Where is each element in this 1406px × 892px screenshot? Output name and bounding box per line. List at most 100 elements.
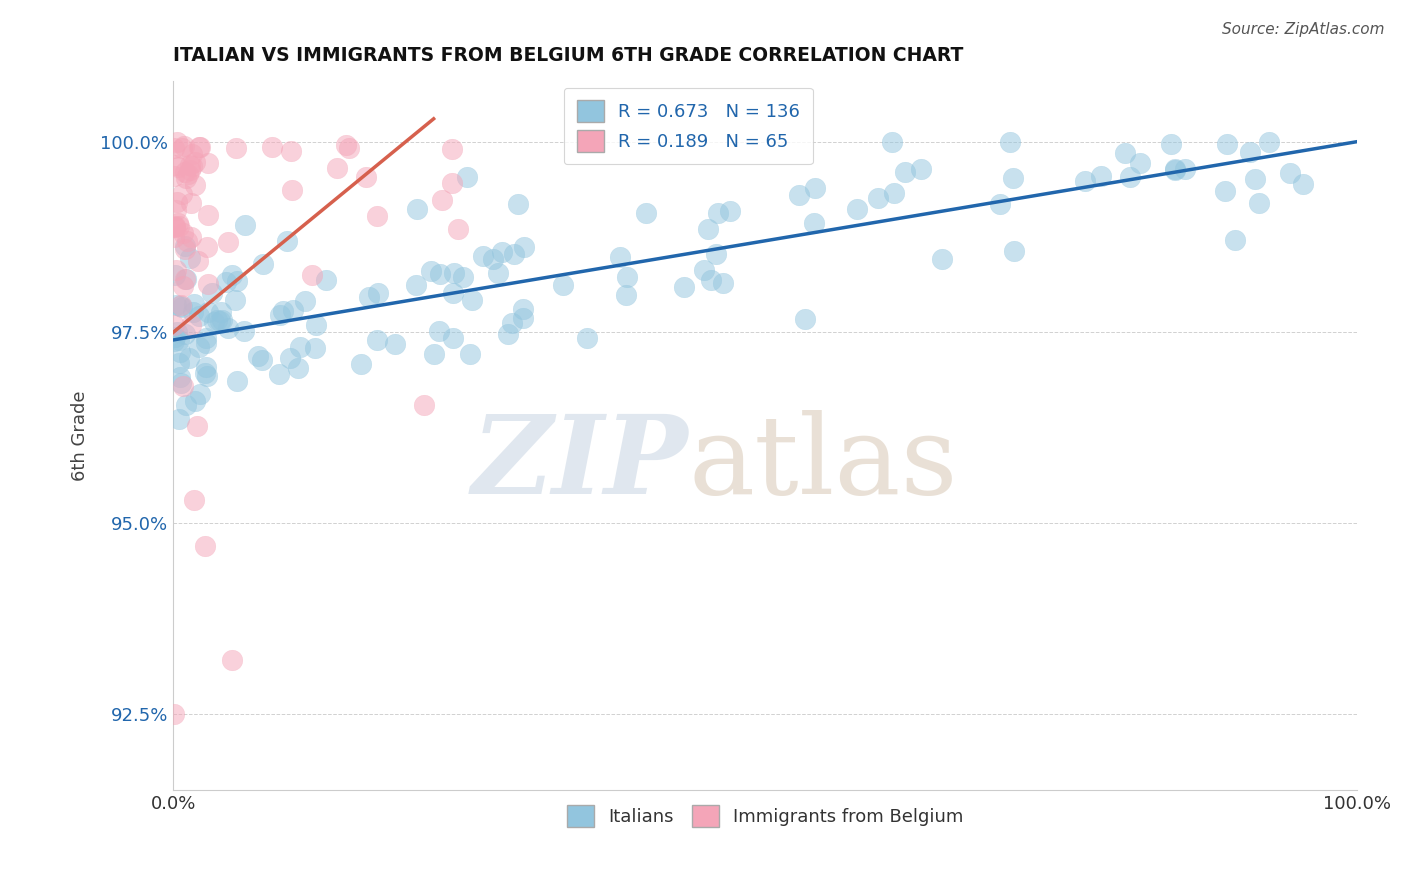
Point [221, 653, 243, 667]
Point [194, 366, 217, 380]
Point [174, 171, 197, 186]
Point [170, 186, 193, 201]
Point [1129, 156, 1152, 170]
Point [367, 286, 389, 301]
Text: ITALIAN VS IMMIGRANTS FROM BELGIUM 6TH GRADE CORRELATION CHART: ITALIAN VS IMMIGRANTS FROM BELGIUM 6TH G… [173, 46, 963, 65]
Point [337, 140, 360, 154]
Point [441, 285, 464, 300]
Point [794, 312, 817, 326]
Point [1213, 184, 1236, 198]
Point [988, 197, 1011, 211]
Point [471, 249, 494, 263]
Point [169, 299, 191, 313]
Point [163, 141, 186, 155]
Point [169, 345, 191, 359]
Point [225, 274, 247, 288]
Point [491, 244, 513, 259]
Point [910, 162, 932, 177]
Point [1163, 162, 1185, 177]
Point [167, 356, 190, 370]
Point [217, 321, 239, 335]
Point [194, 335, 217, 350]
Point [276, 235, 298, 249]
Point [167, 160, 190, 174]
Point [281, 303, 304, 318]
Point [384, 336, 406, 351]
Point [1279, 166, 1302, 180]
Point [163, 318, 186, 333]
Point [1119, 170, 1142, 185]
Point [423, 347, 446, 361]
Point [1002, 244, 1025, 259]
Point [208, 314, 231, 328]
Point [181, 305, 204, 319]
Point [287, 361, 309, 376]
Point [194, 331, 217, 345]
Point [704, 247, 727, 261]
Point [280, 144, 302, 158]
Point [998, 135, 1021, 149]
Point [405, 202, 427, 217]
Point [1160, 136, 1182, 151]
Point [176, 234, 198, 248]
Point [187, 254, 209, 268]
Point [294, 293, 316, 308]
Point [326, 161, 349, 175]
Point [252, 257, 274, 271]
Point [866, 191, 889, 205]
Point [225, 141, 247, 155]
Point [616, 270, 638, 285]
Point [184, 154, 207, 169]
Point [486, 266, 509, 280]
Point [232, 325, 254, 339]
Point [441, 142, 464, 156]
Point [451, 270, 474, 285]
Point [173, 139, 195, 153]
Y-axis label: 6th Grade: 6th Grade [72, 390, 89, 481]
Point [305, 318, 328, 333]
Point [174, 398, 197, 412]
Point [508, 197, 530, 211]
Point [195, 240, 218, 254]
Point [215, 276, 238, 290]
Point [195, 368, 218, 383]
Point [174, 326, 197, 341]
Point [187, 340, 209, 354]
Point [420, 263, 443, 277]
Point [1247, 196, 1270, 211]
Point [271, 304, 294, 318]
Point [163, 220, 186, 235]
Point [846, 202, 869, 217]
Point [172, 226, 194, 240]
Point [460, 293, 482, 308]
Point [165, 298, 187, 312]
Point [405, 277, 427, 292]
Point [636, 206, 658, 220]
Point [718, 204, 741, 219]
Point [1225, 233, 1247, 247]
Point [350, 357, 373, 371]
Point [167, 333, 190, 347]
Point [1292, 177, 1315, 191]
Point [174, 272, 197, 286]
Point [931, 252, 953, 267]
Point [413, 398, 436, 412]
Point [429, 267, 451, 281]
Point [163, 229, 186, 244]
Point [707, 206, 730, 220]
Point [1174, 161, 1197, 176]
Point [180, 318, 202, 332]
Point [170, 376, 193, 391]
Point [880, 135, 903, 149]
Point [172, 278, 194, 293]
Point [165, 330, 187, 344]
Point [202, 315, 225, 329]
Point [163, 268, 186, 282]
Point [883, 186, 905, 200]
Point [197, 305, 219, 319]
Point [183, 493, 205, 508]
Point [233, 218, 256, 232]
Point [482, 252, 505, 266]
Point [456, 169, 478, 184]
Point [803, 217, 825, 231]
